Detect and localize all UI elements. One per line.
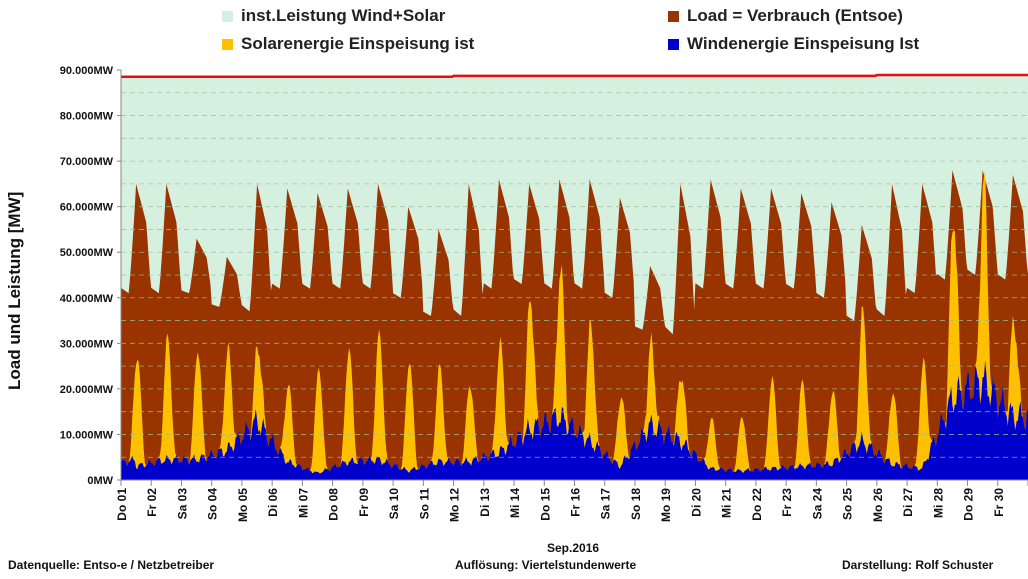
y-tick-label: 0MW — [87, 475, 113, 487]
y-tick-label: 20.000MW — [60, 384, 114, 396]
y-tick-label: 30.000MW — [60, 338, 114, 350]
y-tick-labels: 0MW 10.000MW 20.000MW 30.000MW 40.000MW 50.00… — [60, 65, 114, 487]
legend-item-solar: Solarenergie Einspeisung ist — [222, 34, 474, 54]
x-tick-label: Fr 16 — [569, 488, 583, 517]
x-tick-label: Mi 21 — [720, 488, 734, 518]
y-tick-label: 10.000MW — [60, 429, 114, 441]
x-tick-label: Di 27 — [901, 488, 915, 517]
legend-label-load: Load = Verbrauch (Entsoe) — [687, 6, 903, 25]
x-tick-label: Mi 07 — [296, 488, 310, 518]
y-tick-label: 60.000MW — [60, 202, 114, 214]
footer-resolution: Auflösung: Viertelstundenwerte — [455, 558, 637, 572]
x-tick-label: Di 20 — [689, 488, 703, 517]
legend-label-wind: Windenergie Einspeisung Ist — [687, 34, 920, 53]
x-tick-labels: Do 01 Fr 02 Sa 03 So 04 Mo 05 Di 06 Mi 07 Do 08… — [115, 488, 1006, 522]
x-tick-label: Do 29 — [962, 488, 976, 521]
x-tick-label: Mo 26 — [871, 488, 885, 522]
x-tick-label: Fr 02 — [145, 488, 159, 517]
x-tick-label: Mo 05 — [236, 488, 250, 522]
x-tick-label: Fr 23 — [780, 488, 794, 517]
x-tick-label: Sa 10 — [387, 488, 401, 520]
installed-capacity-line-path — [121, 73, 1028, 79]
x-tick-label: Di 13 — [478, 488, 492, 517]
x-tick-label: So 04 — [206, 488, 220, 520]
legend-item-load: Load = Verbrauch (Entsoe) — [668, 6, 903, 26]
x-tick-label: So 25 — [841, 488, 855, 520]
y-tick-label: 90.000MW — [60, 65, 114, 77]
x-tick-label: So 18 — [629, 488, 643, 520]
y-tick-label: 80.000MW — [60, 111, 114, 123]
series-solar-area — [121, 170, 1028, 480]
solar-area — [121, 170, 1028, 480]
footer-author: Darstellung: Rolf Schuster — [842, 558, 994, 572]
installed-capacity-line — [121, 73, 1028, 79]
y-tick-label: 50.000MW — [60, 247, 114, 259]
x-tick-label: Do 01 — [115, 488, 129, 521]
x-tick-label: Mo 12 — [448, 488, 462, 522]
series-wind-area — [121, 360, 1028, 480]
x-tick-label: So 11 — [417, 488, 431, 520]
x-tick-label: Sa 24 — [810, 488, 824, 520]
x-tick-label: Sa 17 — [599, 488, 613, 520]
footer-source: Datenquelle: Entso-e / Netzbetreiber — [8, 558, 215, 572]
y-tick-label: 40.000MW — [60, 293, 114, 305]
legend-label-installed: inst.Leistung Wind+Solar — [241, 6, 446, 25]
x-tick-label: Do 15 — [538, 488, 552, 521]
gridlines — [121, 92, 1028, 458]
legend-swatch-wind — [668, 38, 679, 50]
legend-item-wind: Windenergie Einspeisung Ist — [668, 34, 919, 54]
x-tick-label: Di 06 — [266, 488, 280, 517]
legend-item-installed: inst.Leistung Wind+Solar — [222, 6, 445, 26]
x-tick-label: Mo 19 — [659, 488, 673, 522]
y-axis-title: Load und Leistung [MW] — [5, 191, 24, 390]
wind-area — [121, 360, 1028, 480]
x-tick-label: Fr 09 — [357, 488, 371, 517]
x-tick-label: Do 22 — [750, 488, 764, 521]
x-tick-label: Do 08 — [327, 488, 341, 521]
legend-swatch-solar — [222, 38, 233, 50]
x-axis-title: Sep.2016 — [547, 541, 600, 555]
x-tick-label: Fr 30 — [992, 488, 1006, 517]
x-tick-label: Mi 14 — [508, 488, 522, 518]
y-tick-label: 70.000MW — [60, 156, 114, 168]
legend-label-solar: Solarenergie Einspeisung ist — [241, 34, 475, 53]
x-tick-label: Mi 28 — [931, 488, 945, 518]
legend-swatch-load — [668, 10, 679, 22]
x-tick-label: Sa 03 — [175, 488, 189, 520]
axes — [117, 69, 1028, 486]
legend-swatch-installed — [222, 10, 233, 22]
